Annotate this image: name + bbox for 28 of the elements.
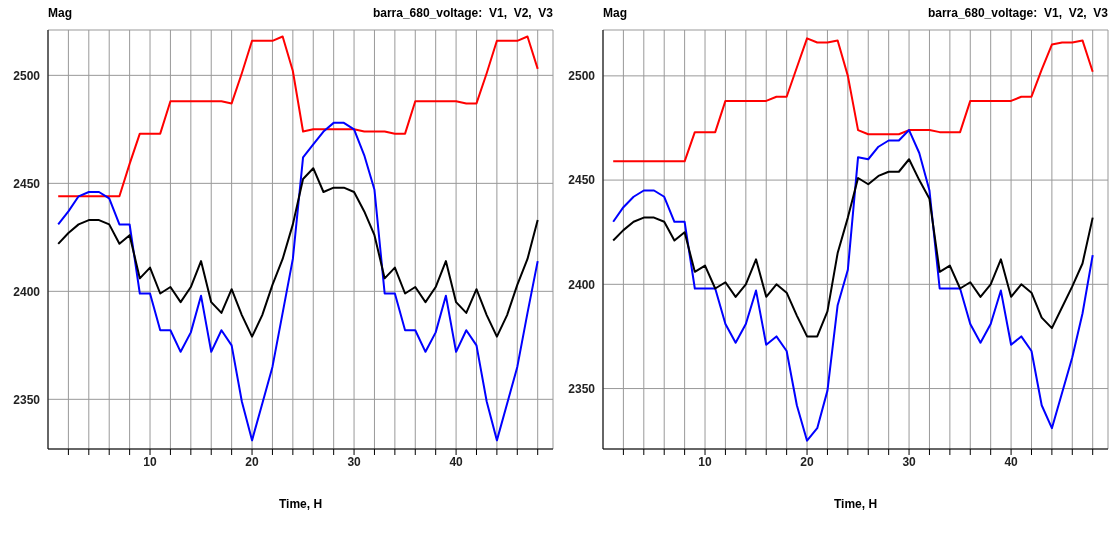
x-tick-label: 10 bbox=[143, 454, 158, 469]
chart-subtitle: barra_680_voltage: V1, V2, V3 bbox=[927, 6, 1108, 20]
x-tick-label: 30 bbox=[347, 454, 362, 469]
y-tick-label: 2450 bbox=[13, 176, 41, 191]
y-axis-title: Mag bbox=[603, 6, 627, 20]
y-tick-label: 2400 bbox=[568, 277, 596, 292]
y-tick-label: 2500 bbox=[568, 69, 596, 84]
x-tick-label: 30 bbox=[902, 454, 917, 469]
line-series bbox=[57, 167, 539, 338]
x-tick-label: 10 bbox=[698, 454, 713, 469]
y-tick-label: 2400 bbox=[13, 284, 41, 299]
line-series bbox=[57, 35, 539, 198]
x-axis-title: Time, H bbox=[277, 497, 324, 511]
x-tick-label: 40 bbox=[449, 454, 464, 469]
y-tick-label: 2350 bbox=[13, 392, 41, 407]
chart-subtitle: barra_680_voltage: V1, V2, V3 bbox=[372, 6, 553, 20]
line-series bbox=[57, 121, 539, 442]
y-tick-label: 2500 bbox=[13, 68, 41, 83]
y-axis-title: Mag bbox=[48, 6, 72, 20]
x-tick-label: 20 bbox=[245, 454, 260, 469]
line-series bbox=[612, 129, 1094, 442]
x-axis-title: Time, H bbox=[832, 497, 879, 511]
y-tick-label: 2350 bbox=[568, 381, 596, 396]
x-tick-label: 40 bbox=[1004, 454, 1019, 469]
y-tick-label: 2450 bbox=[568, 173, 596, 188]
x-tick-label: 20 bbox=[800, 454, 815, 469]
line-series bbox=[612, 158, 1094, 338]
line-series bbox=[612, 37, 1094, 163]
